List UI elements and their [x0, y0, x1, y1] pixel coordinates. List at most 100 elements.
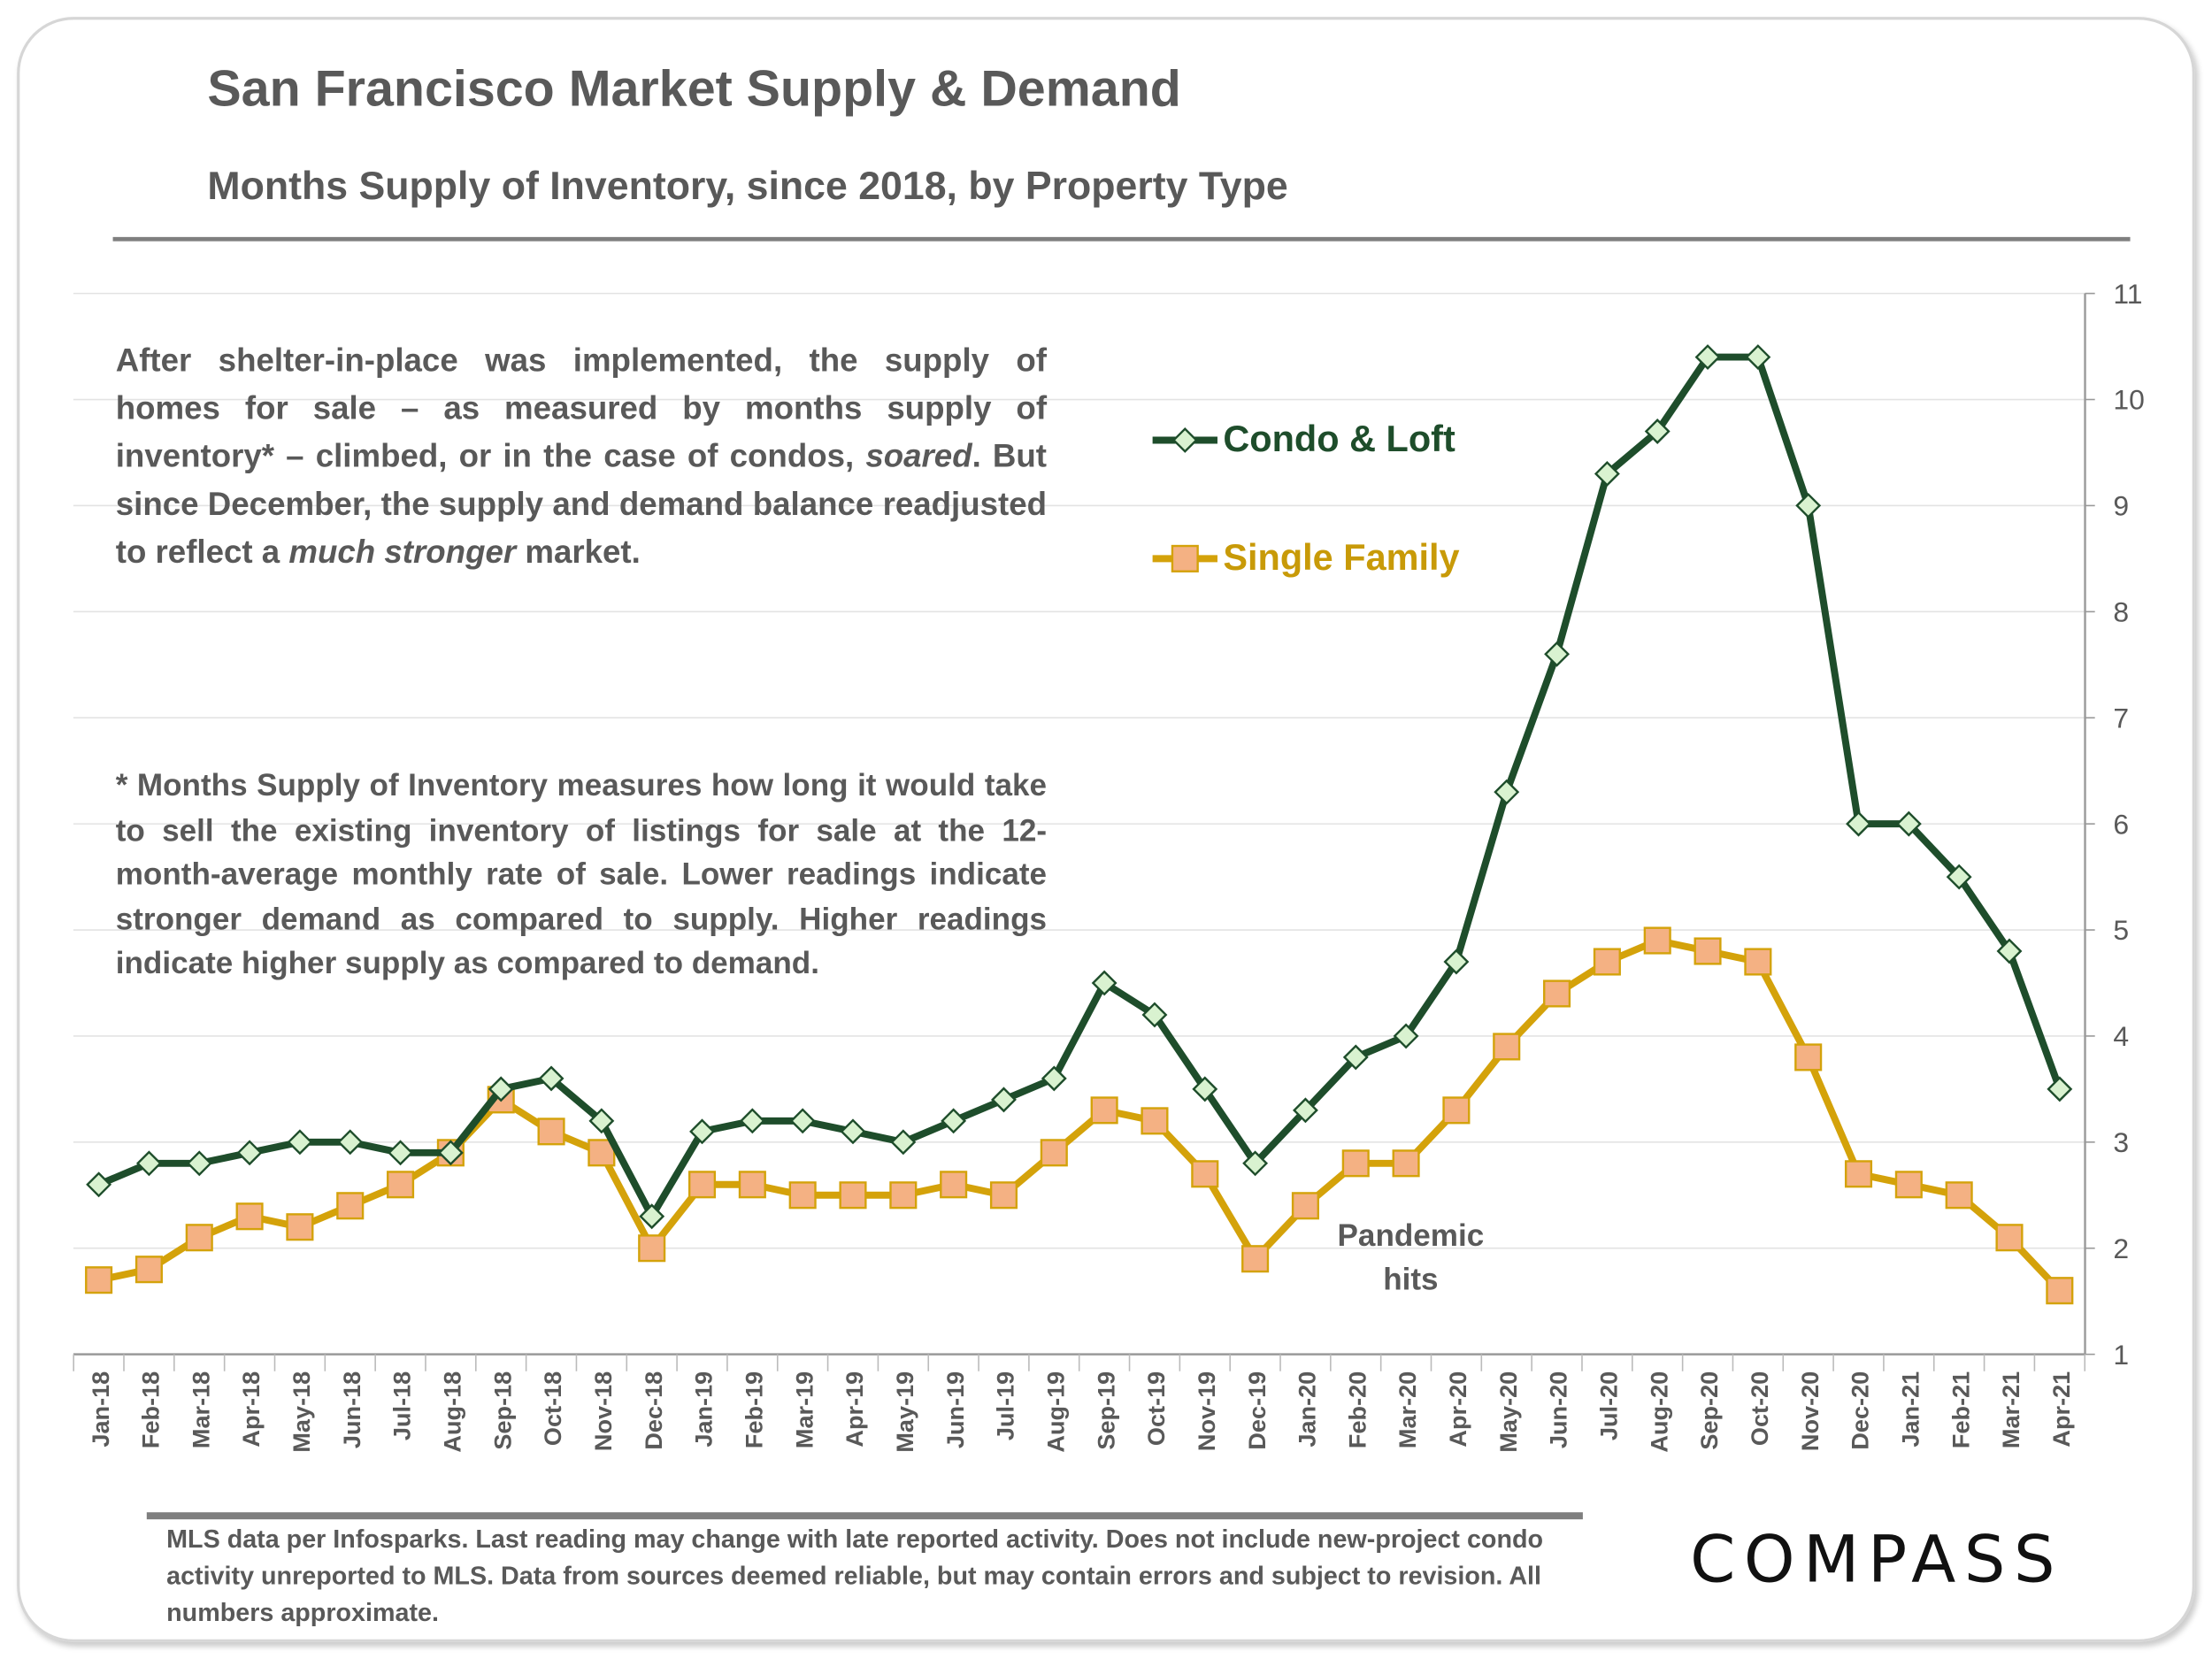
- data-point-diamond: [991, 1087, 1017, 1113]
- data-point-square: [1744, 948, 1772, 976]
- x-tick-label: Apr-20: [1444, 1371, 1471, 1448]
- x-tick-label: Jan-18: [87, 1371, 114, 1448]
- y-tick-label: 10: [2113, 384, 2144, 416]
- x-tick-label: Nov-18: [589, 1371, 617, 1451]
- data-point-square: [1040, 1139, 1068, 1167]
- data-point-diamond: [1091, 970, 1118, 996]
- data-point-diamond: [2047, 1076, 2073, 1102]
- x-tick-label: May-20: [1494, 1371, 1522, 1453]
- x-tick-label: Feb-20: [1343, 1371, 1371, 1448]
- data-point-square: [387, 1171, 415, 1199]
- data-point-square: [1341, 1149, 1370, 1178]
- x-tick-label: Jun-19: [941, 1371, 969, 1448]
- y-tick-label: 1: [2113, 1339, 2129, 1371]
- page-title: San Francisco Market Supply & Demand: [207, 58, 1181, 118]
- summary-paragraph: After shelter-in-place was implemented, …: [116, 335, 1047, 575]
- data-point-square: [134, 1256, 163, 1284]
- y-tick-label: 3: [2113, 1126, 2129, 1158]
- data-point-square: [336, 1192, 365, 1220]
- data-point-diamond: [1342, 1044, 1369, 1071]
- x-tick-label: Aug-18: [439, 1371, 466, 1453]
- data-point-diamond: [689, 1118, 715, 1145]
- data-point-diamond: [639, 1203, 665, 1230]
- data-point-square: [286, 1213, 314, 1241]
- summary-text: After shelter-in-place was implemented, …: [115, 341, 1048, 474]
- data-point-square: [1945, 1181, 1973, 1210]
- data-point-square: [1543, 979, 1571, 1008]
- data-point-diamond: [287, 1129, 313, 1156]
- data-point-diamond: [1946, 864, 1972, 890]
- data-point-diamond: [840, 1118, 866, 1145]
- data-point-diamond: [1192, 1076, 1218, 1102]
- data-point-square: [1694, 937, 1722, 965]
- y-tick-label: 9: [2113, 490, 2129, 522]
- data-point-diamond: [1745, 344, 1771, 371]
- data-point-diamond: [1996, 938, 2023, 964]
- data-point-square: [1844, 1160, 1873, 1188]
- x-tick-label: Aug-20: [1645, 1371, 1672, 1453]
- data-point-diamond: [1494, 779, 1520, 805]
- data-point-square: [1995, 1224, 2024, 1252]
- legend-square-icon: [1152, 544, 1217, 572]
- y-tick-label: 11: [2113, 278, 2142, 310]
- data-point-square: [738, 1171, 766, 1199]
- x-tick-label: Dec-20: [1847, 1371, 1874, 1450]
- x-tick-label: Oct-20: [1746, 1371, 1773, 1446]
- data-point-diamond: [789, 1108, 816, 1134]
- x-tick-label: Sep-20: [1695, 1371, 1723, 1450]
- y-tick-label: 4: [2113, 1020, 2129, 1052]
- summary-text: market.: [516, 533, 641, 571]
- legend-label: Single Family: [1223, 535, 1460, 579]
- data-point-square: [1643, 926, 1671, 955]
- footnote: MLS data per Infosparks. Last reading ma…: [166, 1525, 1544, 1627]
- x-tick-label: Sep-19: [1092, 1371, 1119, 1450]
- definition-paragraph: * Months Supply of Inventory measures ho…: [115, 767, 1048, 981]
- data-point-square: [839, 1181, 867, 1210]
- data-point-square: [1241, 1245, 1270, 1273]
- x-tick-label: Oct-19: [1142, 1371, 1170, 1446]
- title-divider: [112, 236, 2131, 242]
- card-frame: [17, 17, 2195, 1642]
- compass-logo: COMPASS: [1690, 1520, 2064, 1597]
- x-tick-label: May-18: [288, 1371, 315, 1453]
- data-point-square: [2046, 1277, 2074, 1305]
- x-tick-label: Mar-19: [790, 1371, 818, 1448]
- x-tick-label: Jul-19: [992, 1371, 1019, 1440]
- data-point-diamond: [1443, 949, 1470, 975]
- x-tick-label: Feb-19: [741, 1371, 768, 1448]
- y-tick-label: 2: [2113, 1233, 2129, 1264]
- data-point-square: [1894, 1171, 1923, 1199]
- data-point-diamond: [1846, 810, 1871, 837]
- data-point-square: [788, 1181, 817, 1210]
- x-tick-label: Feb-18: [137, 1371, 165, 1448]
- x-tick-label: Apr-19: [841, 1371, 868, 1448]
- data-point-square: [85, 1266, 113, 1294]
- x-tick-label: Nov-19: [1193, 1371, 1220, 1451]
- data-point-square: [638, 1234, 666, 1263]
- data-point-square: [989, 1181, 1018, 1210]
- data-point-diamond: [186, 1150, 212, 1177]
- data-point-square: [1593, 948, 1621, 976]
- y-tick-label: 5: [2113, 914, 2129, 946]
- data-point-square: [1090, 1096, 1118, 1125]
- x-tick-label: Mar-18: [187, 1371, 214, 1448]
- data-point-diamond: [1242, 1150, 1269, 1177]
- data-point-square: [185, 1224, 213, 1252]
- data-point-diamond: [1041, 1065, 1067, 1092]
- pandemic-annotation: Pandemic hits: [1337, 1217, 1485, 1297]
- data-point-diamond: [1393, 1023, 1419, 1049]
- x-tick-label: Dec-18: [640, 1371, 667, 1450]
- data-point-diamond: [488, 1076, 514, 1102]
- x-tick-label: Mar-20: [1394, 1371, 1421, 1448]
- y-tick-label: 7: [2113, 702, 2129, 733]
- x-tick-label: Mar-21: [1997, 1371, 2024, 1448]
- data-point-diamond: [388, 1140, 414, 1166]
- x-tick-label: Apr-21: [2047, 1371, 2075, 1448]
- summary-emphasis: much stronger: [288, 533, 517, 571]
- data-point-diamond: [1594, 461, 1620, 487]
- page-subtitle: Months Supply of Inventory, since 2018, …: [207, 163, 1288, 208]
- data-point-diamond: [739, 1108, 765, 1134]
- y-tick-label: 6: [2113, 808, 2129, 840]
- data-point-diamond: [1895, 810, 1922, 837]
